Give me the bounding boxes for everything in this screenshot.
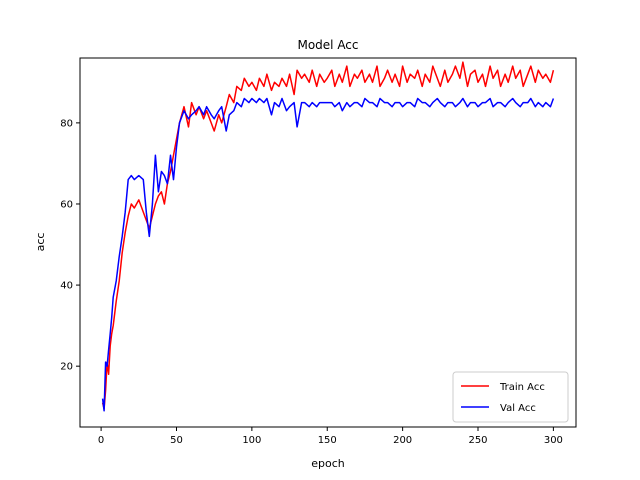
y-axis-label: acc (34, 233, 47, 252)
legend-box (452, 371, 569, 423)
x-axis-label: epoch (311, 457, 345, 470)
legend-label-train-acc: Train Acc (499, 382, 545, 393)
x-tick-label-200: 200 (393, 435, 412, 446)
y-tick-label-40: 40 (60, 281, 73, 292)
series-line-val-acc (101, 97, 555, 412)
x-tick-label-0: 0 (98, 435, 104, 446)
x-tick-label-250: 250 (468, 435, 487, 446)
chart-title: Model Acc (297, 38, 358, 52)
x-tick-label-300: 300 (544, 435, 563, 446)
plot-area: 0 50 100 150 200 250 300 20 40 60 80 (60, 57, 577, 446)
x-tick-label-150: 150 (318, 435, 337, 446)
y-tick-label-80: 80 (60, 118, 73, 129)
y-tick-label-20: 20 (60, 362, 73, 373)
legend: Train Acc Val Acc (452, 371, 569, 423)
legend-label-val-acc: Val Acc (500, 403, 536, 414)
y-tick-label-60: 60 (60, 199, 73, 210)
series-line-train-acc (101, 61, 555, 410)
x-tick-label-50: 50 (170, 435, 183, 446)
x-tick-label-100: 100 (242, 435, 261, 446)
axes-frame (79, 57, 577, 428)
